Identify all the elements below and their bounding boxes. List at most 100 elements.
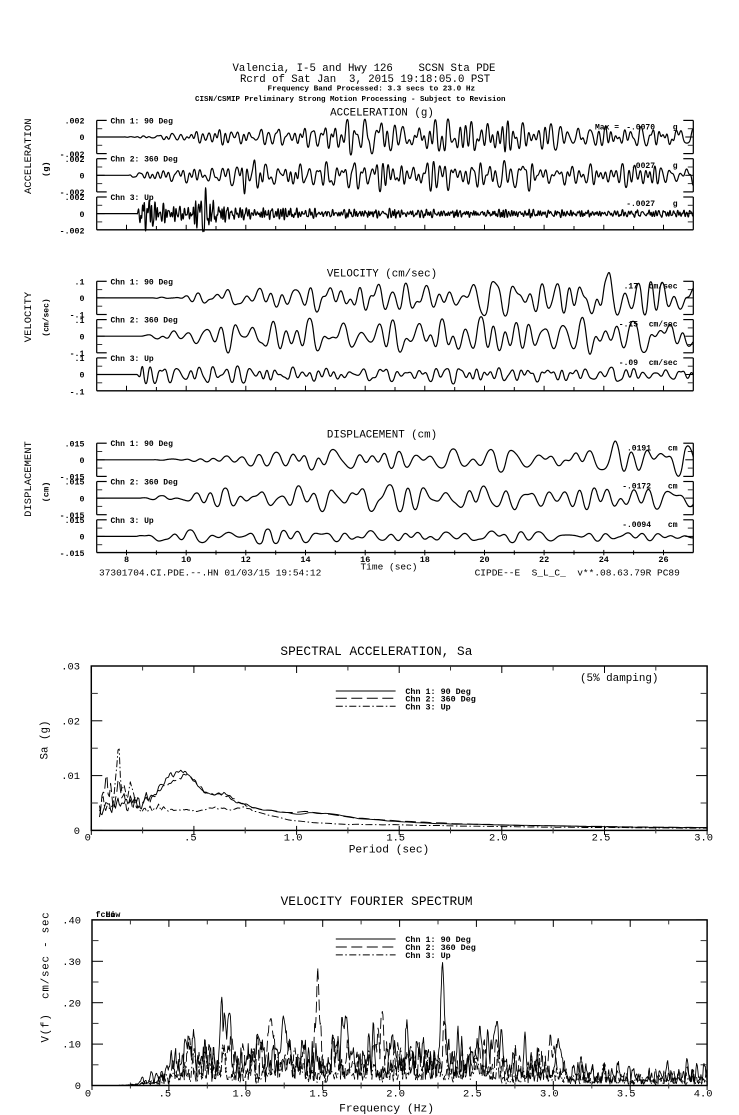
svg-text:24: 24 <box>599 555 609 565</box>
svg-text:DISPLACEMENT: DISPLACEMENT <box>23 441 35 517</box>
svg-text:Frequency Band Processed: 3.3: Frequency Band Processed: 3.3 secs to 23… <box>268 86 476 94</box>
svg-text:.20: .20 <box>62 998 81 1010</box>
svg-text:Chn 1: 90 Deg: Chn 1: 90 Deg <box>111 117 174 126</box>
svg-text:CISN/CSMIP Preliminary Strong: CISN/CSMIP Preliminary Strong Motion Pro… <box>195 96 506 104</box>
svg-text:Chn 1: 90 Deg: Chn 1: 90 Deg <box>111 440 174 449</box>
svg-text:.03: .03 <box>61 662 80 674</box>
svg-text:.015: .015 <box>65 440 85 449</box>
svg-text:H: H <box>106 911 111 920</box>
svg-text:0: 0 <box>80 372 85 381</box>
svg-text:2.0: 2.0 <box>386 1088 405 1100</box>
svg-text:0: 0 <box>80 173 85 182</box>
svg-text:Sa (g): Sa (g) <box>40 721 52 760</box>
svg-text:(5% damping): (5% damping) <box>580 673 658 685</box>
svg-text:2.5: 2.5 <box>592 833 611 845</box>
svg-text:.1: .1 <box>75 355 85 364</box>
svg-text:-.1: -.1 <box>70 312 85 321</box>
svg-text:Time (sec): Time (sec) <box>360 562 417 573</box>
svg-text:V(f) cm/sec - sec: V(f) cm/sec - sec <box>41 911 53 1042</box>
svg-text:VELOCITY FOURIER SPECTRUM: VELOCITY FOURIER SPECTRUM <box>281 894 473 909</box>
svg-text:VELOCITY: VELOCITY <box>23 291 35 342</box>
svg-text:Period (sec): Period (sec) <box>349 845 430 857</box>
svg-text:.002: .002 <box>65 194 85 203</box>
svg-text:1.0: 1.0 <box>284 833 303 845</box>
svg-text:Chn 3: Up: Chn 3: Up <box>111 194 154 203</box>
svg-text:22: 22 <box>539 555 549 565</box>
svg-text:0: 0 <box>80 134 85 143</box>
svg-text:2.5: 2.5 <box>463 1088 482 1100</box>
svg-text:16: 16 <box>360 555 370 565</box>
svg-text:DISPLACEMENT (cm): DISPLACEMENT (cm) <box>327 429 437 441</box>
svg-text:Chn 2: 360 Deg: Chn 2: 360 Deg <box>405 694 475 704</box>
svg-text:8: 8 <box>124 555 129 565</box>
svg-text:Frequency (Hz): Frequency (Hz) <box>339 1104 434 1115</box>
svg-text:.5: .5 <box>159 1088 171 1100</box>
svg-text:.5: .5 <box>184 833 196 845</box>
svg-text:.015: .015 <box>65 479 85 488</box>
svg-text:cm: cm <box>668 521 678 530</box>
svg-text:-.002: -.002 <box>60 189 85 198</box>
svg-text:.0027: .0027 <box>631 162 655 171</box>
svg-text:-.1: -.1 <box>70 350 85 359</box>
svg-text:-.002: -.002 <box>60 227 85 236</box>
svg-text:Max =: Max = <box>595 124 619 133</box>
svg-text:.0191: .0191 <box>627 444 651 453</box>
svg-text:12: 12 <box>241 555 251 565</box>
svg-text:.1: .1 <box>75 317 85 326</box>
svg-text:0: 0 <box>80 333 85 342</box>
svg-text:.30: .30 <box>62 957 81 969</box>
svg-text:CIPDE--E S_L_C_ v**.08.63.79: CIPDE--E S_L_C_ v**.08.63.79R PC89 <box>475 568 681 579</box>
svg-text:.002: .002 <box>65 118 85 127</box>
svg-text:0: 0 <box>80 495 85 504</box>
svg-text:.40: .40 <box>62 916 81 928</box>
svg-text:Chn 2: 360 Deg: Chn 2: 360 Deg <box>405 943 475 953</box>
svg-text:0: 0 <box>80 295 85 304</box>
svg-text:Valencia, I-5 and Hwy 126 S: Valencia, I-5 and Hwy 126 SCSN Sta PDE <box>233 63 496 75</box>
svg-text:Chn 3: Up: Chn 3: Up <box>405 702 450 712</box>
svg-text:0: 0 <box>85 833 91 845</box>
svg-text:Chn 2: 360 Deg: Chn 2: 360 Deg <box>111 479 178 488</box>
svg-text:.002: .002 <box>65 156 85 165</box>
svg-text:Chn 3: Up: Chn 3: Up <box>111 517 154 526</box>
svg-text:0: 0 <box>74 826 80 838</box>
svg-text:.10: .10 <box>62 1040 81 1052</box>
svg-text:i: i <box>110 910 115 920</box>
svg-text:cm: cm <box>668 444 678 453</box>
svg-text:-.002: -.002 <box>60 151 85 160</box>
svg-text:Chn 1: 90 Deg: Chn 1: 90 Deg <box>405 687 470 697</box>
svg-text:.02: .02 <box>61 716 80 728</box>
svg-text:Chn 2: 360 Deg: Chn 2: 360 Deg <box>111 156 178 165</box>
svg-text:fcLow: fcLow <box>96 910 121 920</box>
svg-text:.1: .1 <box>75 279 85 288</box>
svg-text:Chn 1: 90 Deg: Chn 1: 90 Deg <box>405 935 470 945</box>
svg-text:-.0094: -.0094 <box>622 521 651 530</box>
svg-text:3.0: 3.0 <box>694 833 713 845</box>
svg-text:(cm): (cm) <box>42 482 52 503</box>
svg-text:0: 0 <box>80 211 85 220</box>
svg-text:-.09: -.09 <box>619 359 638 368</box>
svg-text:1.0: 1.0 <box>232 1088 251 1100</box>
svg-text:g: g <box>673 162 678 171</box>
svg-text:20: 20 <box>479 555 489 565</box>
svg-text:37301704.CI.PDE.--.HN 01/03/15: 37301704.CI.PDE.--.HN 01/03/15 19:54:12 <box>99 568 322 579</box>
svg-text:18: 18 <box>420 555 430 565</box>
svg-text:(cm/sec): (cm/sec) <box>43 298 52 336</box>
svg-text:Chn 3: Up: Chn 3: Up <box>111 355 154 364</box>
svg-text:VELOCITY (cm/sec): VELOCITY (cm/sec) <box>327 269 437 281</box>
svg-text:3.0: 3.0 <box>540 1088 559 1100</box>
svg-text:0: 0 <box>80 457 85 466</box>
svg-text:-.0027: -.0027 <box>626 200 655 209</box>
svg-text:0: 0 <box>85 1088 91 1100</box>
svg-text:cm/sec: cm/sec <box>649 359 678 368</box>
svg-text:-.1: -.1 <box>70 388 85 397</box>
svg-text:-.15: -.15 <box>619 321 638 330</box>
svg-text:cm/sec: cm/sec <box>649 321 678 330</box>
svg-text:SPECTRAL ACCELERATION, Sa: SPECTRAL ACCELERATION, Sa <box>280 644 472 659</box>
svg-text:10: 10 <box>181 555 191 565</box>
svg-text:.015: .015 <box>65 517 85 526</box>
svg-text:0: 0 <box>80 534 85 543</box>
svg-text:1.5: 1.5 <box>386 833 405 845</box>
svg-text:cm/sec: cm/sec <box>649 282 678 291</box>
svg-text:1.5: 1.5 <box>309 1088 328 1100</box>
svg-text:ACCELERATION (g): ACCELERATION (g) <box>330 108 434 120</box>
